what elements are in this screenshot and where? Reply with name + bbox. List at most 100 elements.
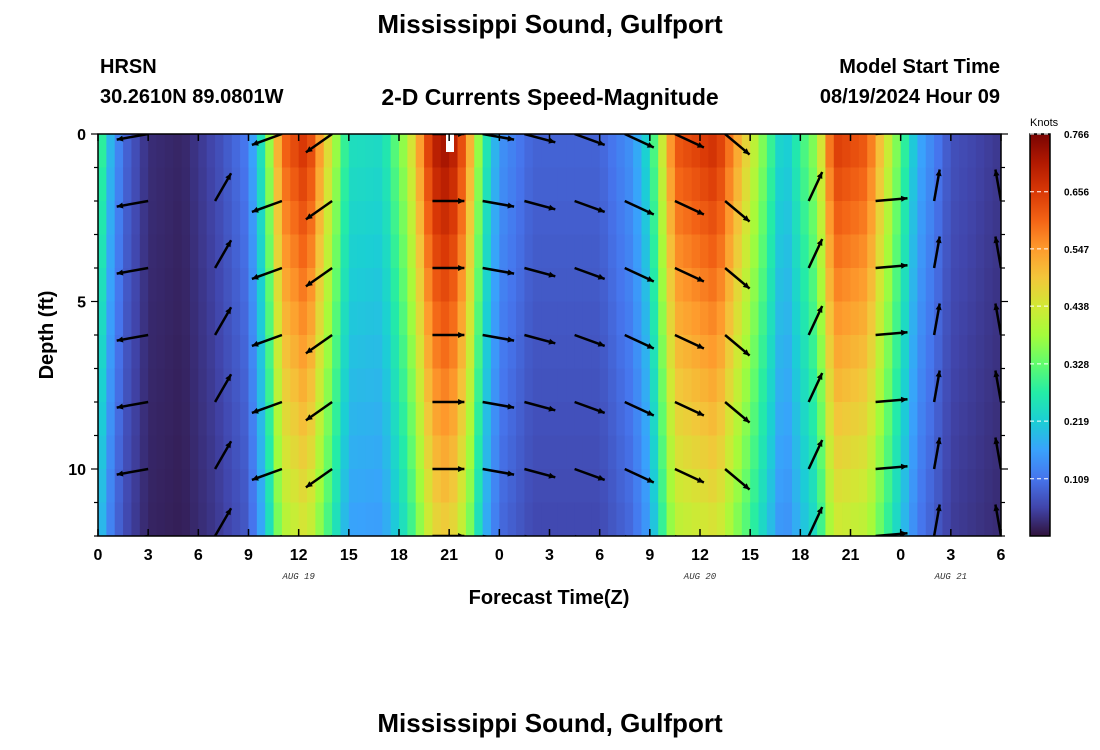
heatmap-cell bbox=[532, 502, 542, 536]
heatmap-cell bbox=[591, 201, 601, 236]
arrow-shaft bbox=[934, 134, 936, 135]
current-vector-arrow bbox=[993, 370, 1001, 403]
heatmap-cell bbox=[725, 435, 735, 470]
heatmap-cell bbox=[432, 469, 442, 504]
heatmap-cell bbox=[775, 335, 785, 370]
heatmap-cell bbox=[783, 402, 793, 437]
heatmap-cell bbox=[566, 268, 576, 303]
heatmap-cell bbox=[106, 502, 116, 536]
heatmap-cell bbox=[440, 201, 450, 236]
current-vector-arrow bbox=[432, 198, 465, 204]
heatmap-cell bbox=[741, 368, 751, 403]
arrow-head bbox=[993, 303, 1000, 311]
heatmap-cell bbox=[591, 301, 601, 336]
heatmap-cell bbox=[106, 301, 116, 336]
heatmap-cell bbox=[917, 469, 927, 504]
heatmap-cell bbox=[206, 502, 216, 536]
heatmap-cell bbox=[750, 234, 760, 269]
current-vector-arrow bbox=[807, 372, 824, 403]
heatmap-cell bbox=[457, 134, 467, 169]
heatmap-cell bbox=[950, 134, 960, 169]
heatmap-cell bbox=[432, 368, 442, 403]
heatmap-cell bbox=[407, 368, 417, 403]
heatmap-cell bbox=[307, 502, 316, 536]
colorbar-gradient bbox=[1029, 133, 1051, 537]
heatmap-cell bbox=[181, 234, 191, 269]
arrow-head bbox=[993, 169, 1000, 177]
heatmap-cell bbox=[399, 335, 408, 370]
current-vector-arrow bbox=[875, 396, 908, 404]
heatmap-cell bbox=[758, 402, 768, 437]
heatmap-cell bbox=[833, 335, 843, 370]
heatmap-cell bbox=[892, 335, 902, 370]
heatmap-cell bbox=[791, 502, 801, 536]
heatmap-cell bbox=[833, 268, 843, 303]
heatmap-cell bbox=[173, 435, 183, 470]
heatmap-cell bbox=[574, 368, 584, 403]
heatmap-cell bbox=[566, 469, 576, 504]
current-vector-arrow bbox=[432, 332, 465, 338]
arrow-head bbox=[458, 198, 465, 204]
heatmap-cell bbox=[725, 368, 735, 403]
current-vector-arrow bbox=[305, 199, 333, 221]
current-vector-arrow bbox=[524, 199, 556, 211]
heatmap-cell bbox=[290, 201, 300, 236]
heatmap-cell bbox=[750, 268, 760, 303]
heatmap-cell bbox=[215, 234, 225, 269]
heatmap-cell bbox=[315, 368, 325, 403]
heatmap-cell bbox=[340, 502, 350, 536]
arrow-head bbox=[116, 336, 124, 343]
heatmap-cell bbox=[875, 234, 885, 269]
heatmap-cell bbox=[139, 301, 149, 336]
heatmap-cell bbox=[106, 335, 116, 370]
heatmap-cell bbox=[549, 502, 559, 536]
heatmap-cell bbox=[507, 502, 517, 536]
heatmap-cell bbox=[674, 402, 684, 437]
heatmap-cell bbox=[432, 234, 442, 269]
current-vector-arrow bbox=[116, 467, 149, 477]
heatmap-cell bbox=[608, 469, 617, 504]
heatmap-cell bbox=[240, 268, 250, 303]
heatmap-cell bbox=[524, 435, 534, 470]
current-vector-arrow bbox=[524, 400, 556, 412]
heatmap-cell bbox=[315, 201, 325, 236]
heatmap-cell bbox=[541, 134, 551, 169]
heatmap-cell bbox=[340, 234, 350, 269]
arrow-head bbox=[507, 538, 514, 544]
heatmap-cell bbox=[883, 502, 893, 536]
heatmap-cell bbox=[925, 335, 935, 370]
heatmap-cell bbox=[666, 301, 676, 336]
heatmap-cell bbox=[499, 234, 509, 269]
heatmap-cell bbox=[641, 402, 651, 437]
heatmap-cell bbox=[131, 201, 141, 236]
arrow-shaft bbox=[215, 134, 217, 135]
heatmap-cell bbox=[817, 268, 827, 303]
heatmap-cell bbox=[365, 502, 375, 536]
heatmap-cell bbox=[942, 368, 952, 403]
heatmap-cell bbox=[608, 335, 617, 370]
current-vector-arrow bbox=[98, 268, 99, 270]
current-vector-arrow bbox=[67, 536, 98, 546]
heatmap-cell bbox=[683, 502, 693, 536]
heatmap-cell bbox=[791, 435, 801, 470]
heatmap-cell bbox=[256, 134, 266, 169]
heatmap-cell bbox=[691, 167, 701, 202]
heatmap-cell bbox=[206, 201, 216, 236]
x-tick-label: 15 bbox=[340, 547, 358, 564]
heatmap-cell bbox=[248, 368, 258, 403]
heatmap-cell bbox=[365, 234, 375, 269]
heatmap-cell bbox=[223, 201, 233, 236]
heatmap-cell bbox=[307, 435, 316, 470]
arrow-head bbox=[251, 139, 259, 146]
arrow-head bbox=[816, 172, 823, 179]
heatmap-cell bbox=[917, 335, 927, 370]
heatmap-cell bbox=[256, 234, 266, 269]
heatmap-cell bbox=[733, 435, 743, 470]
heatmap-cell bbox=[340, 201, 350, 236]
heatmap-cell bbox=[566, 435, 576, 470]
heatmap-cell bbox=[240, 469, 250, 504]
current-vector-arrow bbox=[482, 534, 514, 544]
heatmap-cell bbox=[231, 469, 241, 504]
heatmap-cell bbox=[123, 402, 133, 437]
heatmap-cell bbox=[758, 167, 768, 202]
